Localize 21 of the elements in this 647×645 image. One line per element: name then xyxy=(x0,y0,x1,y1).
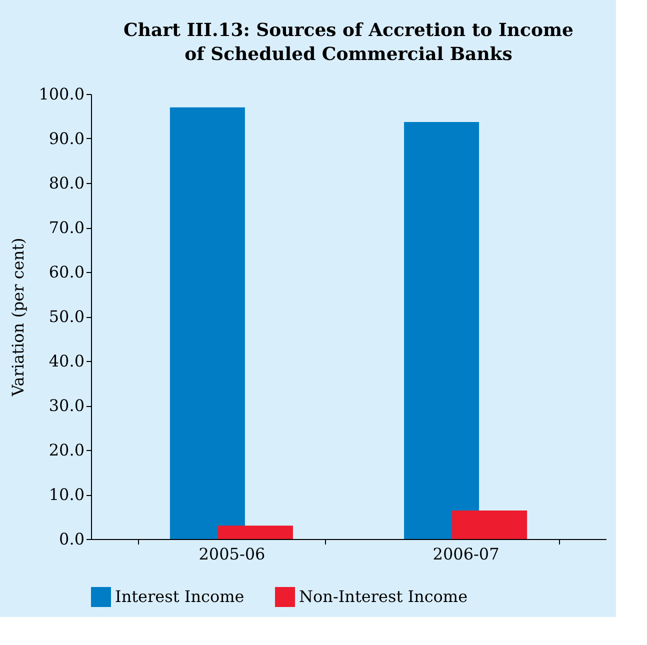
y-axis-title: Variation (per cent) xyxy=(8,238,28,398)
x-tick-label: 2006-07 xyxy=(432,544,500,564)
y-tick-label: 80.0 xyxy=(48,174,84,192)
y-tick-label: 50.0 xyxy=(48,307,84,326)
y-tick-label: 40.0 xyxy=(48,352,84,370)
y-tick-label: 60.0 xyxy=(48,262,84,282)
bar xyxy=(170,107,245,539)
bar xyxy=(452,510,528,539)
legend-label: Non-Interest Income xyxy=(299,587,468,606)
y-tick-label: 90.0 xyxy=(48,129,84,148)
bar xyxy=(218,526,293,539)
legend-label: Interest Income xyxy=(115,587,244,606)
y-tick-label: 30.0 xyxy=(48,396,84,415)
y-tick-label: 10.0 xyxy=(48,485,84,504)
x-tick-label: 2005-06 xyxy=(198,544,266,564)
bar xyxy=(404,122,480,539)
y-tick-label: 100.0 xyxy=(38,84,84,104)
y-tick-label: 70.0 xyxy=(48,218,84,237)
y-tick-label: 0.0 xyxy=(59,530,84,548)
y-tick-label: 20.0 xyxy=(48,440,84,460)
chart-title: Chart III.13: Sources of Accretion to Income of Scheduled Commercial Banks xyxy=(124,20,574,65)
